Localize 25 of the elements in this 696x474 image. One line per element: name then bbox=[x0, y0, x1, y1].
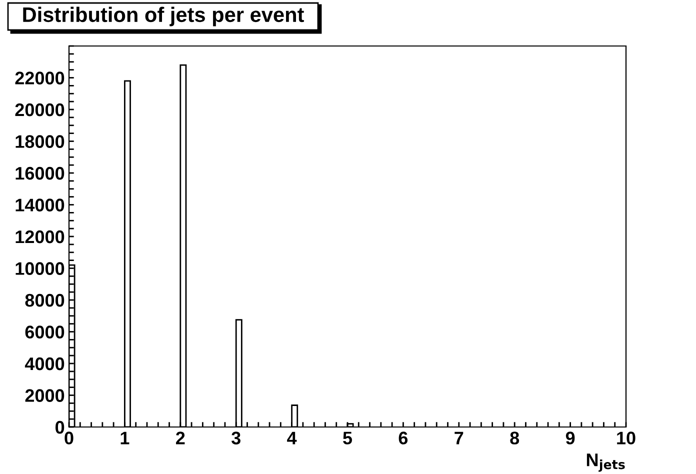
x-tick-label: 4 bbox=[287, 432, 297, 444]
x-tick-label: 1 bbox=[120, 432, 130, 444]
x-tick-label: 0 bbox=[64, 432, 74, 444]
x-tick-label: 8 bbox=[510, 432, 520, 444]
y-tick-label: 0 bbox=[56, 420, 64, 434]
x-tick-label: 3 bbox=[231, 432, 240, 444]
y-tick-label: 20000 bbox=[15, 103, 64, 116]
y-tick-label: 10000 bbox=[16, 262, 64, 275]
y-tick-label: 16000 bbox=[16, 166, 64, 180]
x-tick-label: 5 bbox=[343, 432, 352, 444]
x-tick-label: 9 bbox=[566, 432, 575, 444]
x-tick-label: 2 bbox=[176, 432, 185, 444]
y-tick-label: 14000 bbox=[16, 198, 64, 212]
y-tick-label: 18000 bbox=[16, 135, 64, 148]
x-axis-title: N$_{jets}$ bbox=[586, 454, 625, 472]
y-tick-label: 6000 bbox=[25, 326, 64, 338]
y-tick-label: 8000 bbox=[25, 294, 64, 307]
chart-title: Distribution of jets per event bbox=[23, 6, 304, 26]
x-tick-label: 10 bbox=[617, 432, 636, 444]
x-tick-label: 7 bbox=[454, 432, 464, 444]
y-tick-label: 2000 bbox=[25, 389, 64, 402]
y-tick-label: 22000 bbox=[15, 72, 64, 84]
y-tick-label: 4000 bbox=[24, 357, 64, 370]
x-tick-label: 6 bbox=[398, 432, 408, 444]
y-tick-label: 12000 bbox=[16, 230, 64, 244]
